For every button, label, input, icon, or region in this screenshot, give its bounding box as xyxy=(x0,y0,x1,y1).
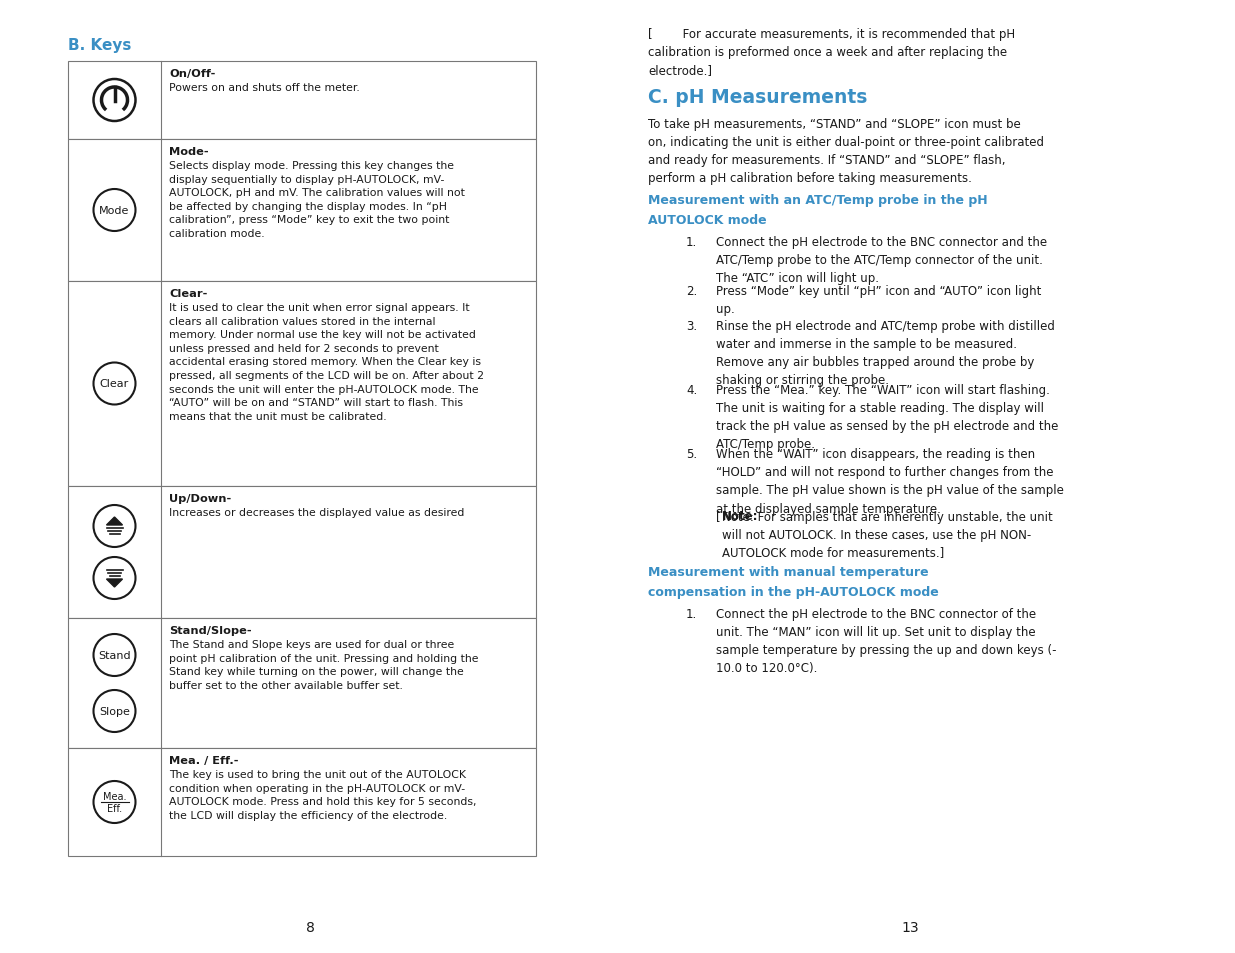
Text: Measurement with an ATC/Temp probe in the pH: Measurement with an ATC/Temp probe in th… xyxy=(648,193,988,207)
Text: Mea.: Mea. xyxy=(103,791,126,801)
Text: [: [ xyxy=(716,510,721,523)
Text: compensation in the pH-AUTOLOCK mode: compensation in the pH-AUTOLOCK mode xyxy=(648,585,939,598)
Text: Mode-: Mode- xyxy=(169,147,209,157)
Text: On/Off-: On/Off- xyxy=(169,69,215,79)
Text: Measurement with manual temperature: Measurement with manual temperature xyxy=(648,565,929,578)
Text: Slope: Slope xyxy=(99,706,130,717)
Text: When the “WAIT” icon disappears, the reading is then
“HOLD” and will not respond: When the “WAIT” icon disappears, the rea… xyxy=(716,448,1063,515)
Text: [        For accurate measurements, it is recommended that pH
calibration is pre: [ For accurate measurements, it is recom… xyxy=(648,28,1015,77)
Text: Mode: Mode xyxy=(99,206,130,215)
Text: 4.: 4. xyxy=(685,384,698,397)
Text: Press the “Mea.” key. The “WAIT” icon will start flashing.
The unit is waiting f: Press the “Mea.” key. The “WAIT” icon wi… xyxy=(716,384,1058,451)
Text: It is used to clear the unit when error signal appears. It
clears all calibratio: It is used to clear the unit when error … xyxy=(169,303,484,421)
Text: Mea. / Eff.-: Mea. / Eff.- xyxy=(169,755,238,765)
Bar xyxy=(68,618,536,748)
Text: Eff.: Eff. xyxy=(107,803,122,813)
Text: To take pH measurements, “STAND” and “SLOPE” icon must be
on, indicating the uni: To take pH measurements, “STAND” and “SL… xyxy=(648,118,1044,185)
Text: 1.: 1. xyxy=(685,607,698,620)
Text: Connect the pH electrode to the BNC connector and the
ATC/Temp probe to the ATC/: Connect the pH electrode to the BNC conn… xyxy=(716,235,1047,285)
Text: Clear-: Clear- xyxy=(169,289,207,298)
Text: Selects display mode. Pressing this key changes the
display sequentially to disp: Selects display mode. Pressing this key … xyxy=(169,161,464,239)
Text: Connect the pH electrode to the BNC connector of the
unit. The “MAN” icon will l: Connect the pH electrode to the BNC conn… xyxy=(716,607,1056,675)
Text: The Stand and Slope keys are used for dual or three
point pH calibration of the : The Stand and Slope keys are used for du… xyxy=(169,639,478,690)
Text: 13: 13 xyxy=(902,920,919,934)
Polygon shape xyxy=(106,517,122,525)
Polygon shape xyxy=(106,579,122,587)
Bar xyxy=(68,140,536,282)
Text: Stand/Slope-: Stand/Slope- xyxy=(169,625,252,636)
Bar xyxy=(68,486,536,618)
Text: 3.: 3. xyxy=(685,320,697,334)
Bar xyxy=(68,748,536,856)
Text: Stand: Stand xyxy=(99,650,131,660)
Text: 1.: 1. xyxy=(685,235,698,249)
Text: Press “Mode” key until “pH” icon and “AUTO” icon light
up.: Press “Mode” key until “pH” icon and “AU… xyxy=(716,285,1041,316)
Text: 5.: 5. xyxy=(685,448,697,461)
Text: 2.: 2. xyxy=(685,285,698,298)
Text: Rinse the pH electrode and ATC/temp probe with distilled
water and immerse in th: Rinse the pH electrode and ATC/temp prob… xyxy=(716,320,1055,387)
Text: Note: For samples that are inherently unstable, the unit
will not AUTOLOCK. In t: Note: For samples that are inherently un… xyxy=(722,510,1052,558)
Text: Clear: Clear xyxy=(100,379,130,389)
Text: Increases or decreases the displayed value as desired: Increases or decreases the displayed val… xyxy=(169,507,464,517)
Text: B. Keys: B. Keys xyxy=(68,38,131,53)
Text: AUTOLOCK mode: AUTOLOCK mode xyxy=(648,213,767,227)
Text: 8: 8 xyxy=(305,920,315,934)
Text: Powers on and shuts off the meter.: Powers on and shuts off the meter. xyxy=(169,83,359,92)
Text: C. pH Measurements: C. pH Measurements xyxy=(648,88,867,107)
Text: Up/Down-: Up/Down- xyxy=(169,494,231,503)
Text: Note:: Note: xyxy=(722,510,758,523)
Bar xyxy=(68,282,536,486)
Bar xyxy=(68,62,536,140)
Text: The key is used to bring the unit out of the AUTOLOCK
condition when operating i: The key is used to bring the unit out of… xyxy=(169,769,477,820)
